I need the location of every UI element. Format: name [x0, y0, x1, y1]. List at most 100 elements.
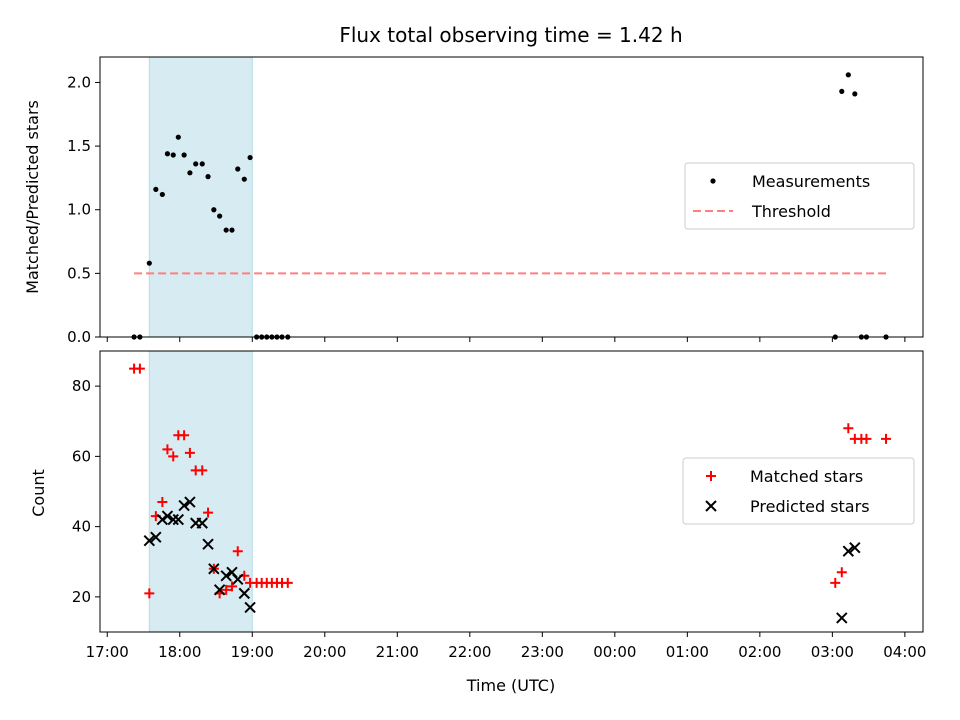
measurement-point	[153, 186, 159, 192]
top-y-tick-label: 1.5	[67, 137, 91, 155]
measurement-point	[146, 260, 152, 266]
bottom-y-tick-label: 40	[72, 518, 91, 536]
top-legend: Measurements Threshold	[684, 162, 915, 230]
predicted-star-point	[842, 545, 855, 557]
legend-marker-plus	[706, 471, 716, 481]
measurement-point	[217, 213, 223, 219]
top-panel: 0.0 0.5 1.0 1.5 2.0 Measurements Threshold	[67, 56, 924, 346]
measurement-point	[223, 227, 229, 233]
matched-star-point	[861, 433, 872, 444]
predicted-star-point	[143, 534, 156, 547]
matched-star-point	[162, 444, 173, 455]
bottom-y-axis-label: Count	[29, 469, 48, 517]
bottom-legend: Matched stars Predicted stars	[682, 457, 915, 525]
x-tick-label: 18:00	[158, 643, 201, 661]
bottom-shaded-interval	[148, 350, 253, 633]
matched-star-point	[134, 363, 145, 374]
measurement-point	[175, 134, 181, 140]
chart-title: Flux total observing time = 1.42 h	[339, 23, 682, 47]
matched-star-point	[836, 567, 847, 578]
matched-star-point	[282, 577, 293, 588]
x-axis-label: Time (UTC)	[466, 676, 555, 695]
x-tick-label: 23:00	[521, 643, 564, 661]
x-tick-label: 22:00	[448, 643, 491, 661]
measurement-point	[181, 152, 187, 158]
top-y-tick-label: 0.0	[67, 328, 91, 346]
predicted-star-point	[167, 513, 179, 526]
bottom-y-tick-label: 60	[72, 447, 91, 465]
predicted-star-point	[213, 584, 226, 596]
x-tick-label: 21:00	[376, 643, 419, 661]
predicted-star-point	[178, 499, 190, 512]
predicted-star-point	[150, 531, 162, 543]
matched-star-point	[179, 430, 190, 441]
x-tick-label: 00:00	[593, 643, 636, 661]
x-tick-label: 01:00	[666, 643, 709, 661]
predicted-star-point	[220, 570, 232, 582]
measurement-point	[170, 152, 176, 158]
x-tick-label: 20:00	[303, 643, 346, 661]
legend-label: Measurements	[752, 172, 870, 191]
matched-star-point	[830, 577, 841, 588]
matched-star-point	[843, 423, 854, 434]
matched-star-point	[232, 546, 243, 557]
measurement-point	[199, 161, 205, 167]
legend-box	[682, 457, 915, 525]
measurement-point	[159, 191, 165, 198]
predicted-star-point	[196, 517, 208, 529]
predicted-star-point	[849, 541, 861, 554]
legend-label: Threshold	[751, 202, 831, 221]
legend-marker-x	[705, 500, 717, 512]
x-tick-label: 03:00	[811, 643, 854, 661]
x-tick-label: 02:00	[738, 643, 781, 661]
bottom-axes-frame	[99, 350, 924, 633]
matched-star-point	[197, 465, 208, 476]
top-y-tick-label: 2.0	[67, 73, 91, 91]
matched-star-point	[881, 433, 892, 444]
matched-star-point	[168, 451, 179, 462]
predicted-star-point	[208, 563, 220, 575]
matched-star-point	[184, 447, 195, 458]
matched-star-point	[221, 584, 232, 595]
legend-marker-dot	[710, 178, 716, 184]
x-tick-label: 04:00	[883, 643, 926, 661]
measurement-point	[229, 227, 235, 233]
x-tick-label: 17:00	[86, 643, 129, 661]
top-axes-frame	[99, 56, 924, 338]
measurement-point	[205, 174, 211, 180]
bottom-panel: 20 40 60 80 17:00 18:00 19:00 20:00 21:00 22:00 23…	[72, 350, 926, 661]
bottom-y-tick-label: 80	[72, 377, 91, 395]
measurement-point	[187, 170, 193, 176]
matched-star-point	[144, 588, 155, 599]
top-shaded-interval	[148, 56, 253, 338]
matched-star-point	[157, 497, 168, 508]
measurement-point	[193, 161, 199, 167]
predicted-star-point	[836, 612, 848, 624]
measurement-point	[164, 151, 171, 157]
matched-star-point	[226, 581, 237, 592]
predicted-star-point	[172, 513, 185, 526]
matched-star-point	[203, 507, 214, 518]
x-tick-label: 19:00	[231, 643, 274, 661]
predicted-star-point	[156, 513, 169, 526]
measurement-point	[241, 176, 247, 182]
predicted-star-point	[232, 573, 244, 586]
legend-box	[684, 162, 915, 230]
bottom-y-tick-label: 20	[72, 588, 91, 606]
measurement-point	[211, 207, 217, 213]
predicted-star-point	[244, 601, 256, 614]
measurement-point	[235, 166, 241, 172]
predicted-star-point	[238, 587, 251, 600]
predicted-star-point	[184, 496, 196, 508]
top-y-axis-label: Matched/Predicted stars	[23, 100, 42, 294]
predicted-star-point	[202, 538, 214, 550]
measurement-point	[839, 88, 845, 94]
measurement-point	[247, 154, 253, 161]
predicted-star-point	[161, 510, 174, 522]
measurement-point	[852, 91, 858, 97]
legend-label: Matched stars	[750, 467, 863, 486]
top-y-tick-label: 1.0	[67, 201, 91, 219]
legend-label: Predicted stars	[750, 497, 870, 516]
measurement-point	[845, 72, 851, 78]
